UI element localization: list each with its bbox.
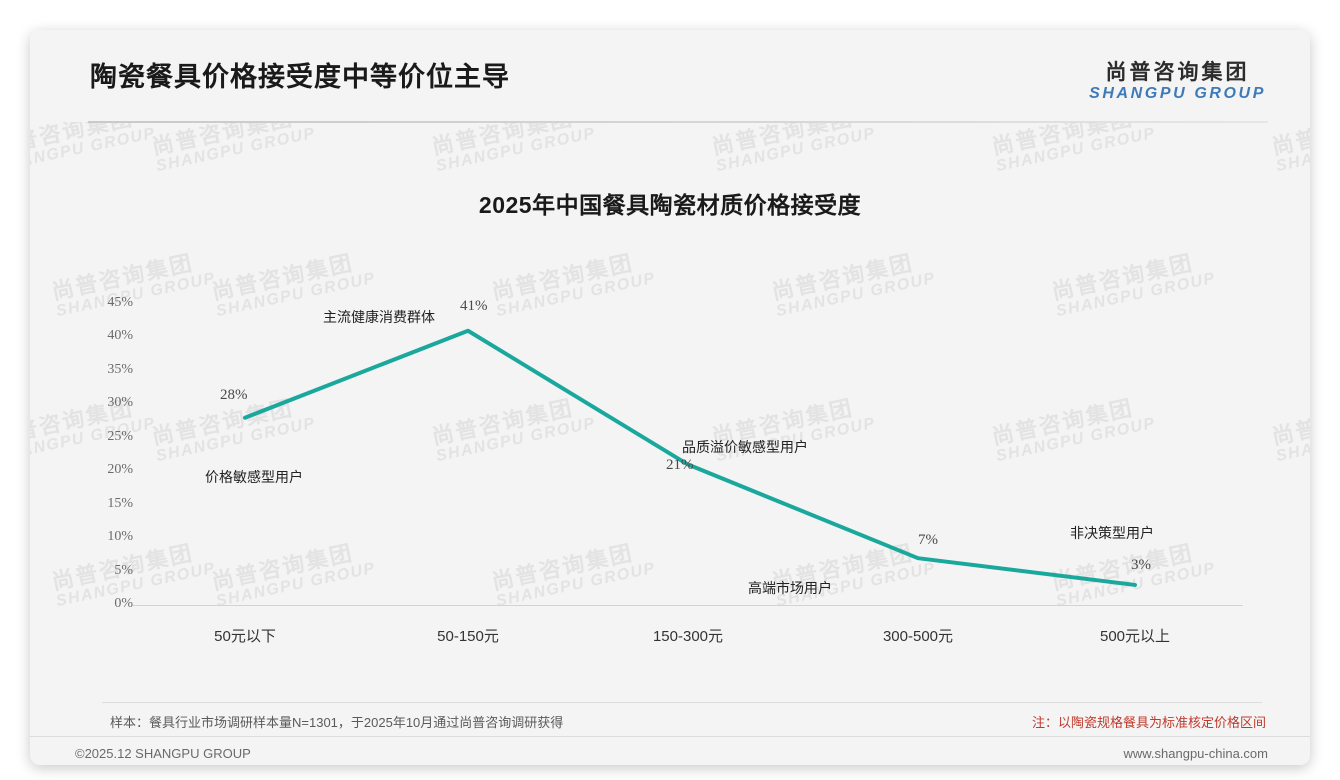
data-point-annotation: 品质溢价敏感型用户 [682, 438, 808, 455]
page-title: 陶瓷餐具价格接受度中等价位主导 [90, 62, 510, 92]
sample-note: 样本：餐具行业市场调研样本量N=1301，于2025年10月通过尚普咨询调研获得 [110, 715, 564, 730]
slide-card: 尚普咨询集团 SHANGPU GROUP 尚普咨询集团 SHANGPU GROUP 尚普… [30, 30, 1310, 765]
data-point-annotation: 高端市场用户 [748, 580, 832, 597]
copyright-text: ©2025.12 SHANGPU GROUP [75, 746, 251, 761]
line-series-svg [243, 328, 1137, 587]
x-axis-tick-label: 300-500元 [882, 628, 954, 645]
y-axis-tick-label: 30% [107, 395, 133, 411]
x-axis-tick-label: 500元以上 [1099, 628, 1171, 645]
data-point-annotation: 非决策型用户 [1070, 524, 1154, 541]
notes-divider [102, 702, 1262, 703]
y-axis-tick-label: 45% [107, 295, 133, 310]
y-axis-tick-label: 10% [107, 529, 133, 545]
data-point-annotation: 价格敏感型用户 [205, 468, 303, 485]
slide-footer: ©2025.12 SHANGPU GROUP www.shangpu-china… [30, 737, 1310, 765]
chart-plot-area: 45% 40% 35% 30% 25% 20% 15% 10% 5% 0% 50元以下 50-150… [30, 122, 1310, 682]
x-axis-tick-label: 150-300元 [652, 628, 724, 645]
data-point-value: 41% [460, 297, 488, 314]
chart-title: 2025年中国餐具陶瓷材质价格接受度 [478, 192, 862, 218]
y-axis-tick-label: 15% [107, 495, 133, 511]
y-axis-tick-label: 0% [114, 596, 133, 611]
data-point-annotation: 主流健康消费群体 [323, 308, 435, 325]
remark-note: 注：以陶瓷规格餐具为标准核定价格区间 [1031, 715, 1266, 730]
x-axis-line [133, 605, 1243, 606]
y-axis-tick-label: 25% [107, 428, 133, 444]
slide-header: 陶瓷餐具价格接受度中等价位主导 尚普咨询集团 SHANGPU GROUP [30, 30, 1310, 123]
x-axis-tick-label: 50-150元 [437, 628, 499, 645]
y-axis-tick-label: 5% [114, 562, 133, 578]
data-point-value: 7% [918, 532, 938, 549]
website-text: www.shangpu-china.com [1123, 746, 1268, 761]
brand-name-cn: 尚普咨询集团 [1105, 61, 1250, 84]
y-axis-tick-label: 35% [107, 361, 133, 377]
brand-logo: 尚普咨询集团 SHANGPU GROUP [1089, 61, 1266, 103]
data-point-value: 28% [220, 386, 248, 403]
data-point-value: 21% [666, 456, 694, 473]
y-axis-tick-label: 40% [107, 328, 133, 344]
brand-name-en: SHANGPU GROUP [1089, 85, 1266, 103]
footer-divider [30, 736, 1310, 737]
data-point-value: 3% [1131, 556, 1151, 573]
header-divider [88, 121, 1268, 123]
x-axis-tick-label: 50元以下 [214, 628, 276, 645]
line-series-path [243, 328, 1137, 587]
y-axis-tick-label: 20% [107, 462, 133, 478]
